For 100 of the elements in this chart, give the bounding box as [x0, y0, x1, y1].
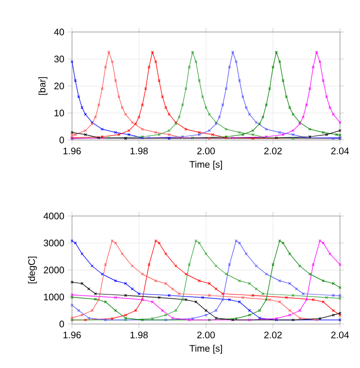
point: [204, 314, 208, 317]
point: [140, 318, 144, 322]
point: [262, 292, 264, 296]
point: [164, 318, 168, 322]
point: [325, 95, 328, 98]
point: [244, 106, 248, 110]
point: [188, 66, 191, 69]
point: [221, 103, 224, 106]
point: [208, 318, 211, 322]
point: [272, 66, 274, 69]
point: [174, 264, 178, 268]
point: [184, 298, 188, 302]
point: [251, 129, 254, 132]
point: [305, 298, 308, 302]
x-tick-label: 2.02: [264, 332, 282, 338]
point: [178, 116, 181, 118]
point: [305, 136, 308, 140]
point: [150, 50, 154, 54]
point: [100, 272, 104, 276]
point: [221, 298, 224, 302]
point: [238, 279, 241, 282]
point: [74, 242, 77, 244]
point: [158, 242, 161, 244]
point: [332, 314, 335, 317]
point: [140, 103, 144, 106]
point: [77, 309, 80, 312]
point: [97, 136, 100, 140]
point: [264, 272, 268, 276]
point: [84, 318, 87, 322]
point: [194, 239, 198, 242]
y-tick-label: 30: [54, 56, 64, 62]
x-tick-label: 1.98: [130, 148, 148, 154]
point: [194, 300, 198, 304]
point: [164, 106, 168, 110]
y-axis-title: [degC]: [28, 256, 37, 284]
x-tick-label: 2.00: [197, 332, 215, 338]
point: [254, 264, 258, 268]
point: [120, 106, 124, 110]
point: [181, 298, 184, 302]
point: [268, 87, 272, 90]
point: [191, 50, 194, 54]
point: [282, 79, 284, 82]
point: [218, 116, 221, 118]
point: [308, 135, 312, 138]
point: [231, 318, 234, 322]
point: [332, 136, 335, 140]
point: [161, 95, 164, 98]
point: [224, 87, 228, 90]
x-axis-title: Time [s]: [190, 160, 222, 170]
point: [298, 264, 302, 268]
point: [161, 309, 164, 312]
point: [322, 242, 325, 244]
point: [318, 239, 322, 242]
point: [184, 87, 188, 90]
point: [158, 296, 161, 299]
point: [284, 296, 288, 299]
point: [292, 129, 295, 132]
point: [204, 252, 208, 256]
x-axis-title: Time [s]: [190, 344, 222, 354]
point: [114, 279, 117, 282]
y-tick-label: 0: [60, 320, 64, 328]
point: [87, 316, 90, 320]
x-tick-label: 2.00: [197, 148, 215, 154]
point: [224, 272, 228, 276]
point: [174, 309, 178, 312]
point: [191, 136, 194, 140]
point: [148, 263, 150, 266]
point: [214, 287, 218, 290]
point: [178, 292, 181, 296]
point: [120, 252, 124, 256]
point: [211, 133, 214, 136]
point: [87, 287, 90, 290]
point: [154, 239, 158, 242]
point: [241, 296, 244, 299]
point: [292, 112, 295, 116]
point: [74, 79, 77, 82]
point: [278, 300, 282, 304]
point: [154, 131, 158, 134]
point: [208, 129, 211, 132]
point: [138, 292, 140, 296]
y-tick-label: 2000: [44, 266, 64, 274]
point: [104, 263, 107, 266]
point: [100, 128, 104, 131]
point: [134, 309, 138, 312]
point: [238, 300, 241, 304]
point: [258, 122, 262, 126]
point: [198, 133, 201, 136]
point: [184, 128, 188, 131]
point: [308, 272, 312, 276]
point: [168, 129, 171, 132]
point: [84, 129, 87, 132]
point: [184, 272, 188, 276]
point: [168, 133, 171, 136]
point: [84, 112, 87, 116]
point: [194, 60, 198, 64]
y-tick-label: 0: [60, 136, 64, 144]
point: [254, 121, 258, 124]
y-tick-label: 4000: [44, 212, 64, 220]
point: [282, 133, 284, 136]
point: [117, 95, 120, 98]
